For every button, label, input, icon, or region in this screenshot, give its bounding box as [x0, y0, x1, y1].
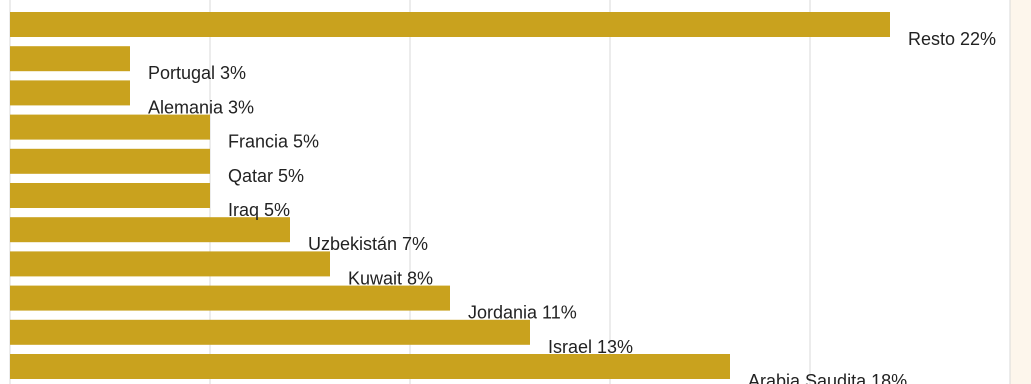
bar-iraq [10, 183, 210, 208]
bar-label: Kuwait 8% [348, 268, 433, 288]
chart-right-band [1010, 0, 1031, 384]
bar-label: Alemania 3% [148, 97, 254, 117]
bar-label: Arabia Saudita 18% [748, 371, 907, 384]
bar-labels: Resto 22% Portugal 3% Alemania 3% Francia 5… [148, 29, 996, 384]
bar-label: Israel 13% [548, 337, 633, 357]
bar-arabia-saudita [10, 354, 730, 379]
bars [10, 12, 890, 379]
bar-alemania [10, 80, 130, 106]
bar-label: Francia 5% [228, 132, 319, 152]
bar-label: Portugal 3% [148, 63, 246, 83]
bar-portugal [10, 46, 130, 72]
bar-label: Iraq 5% [228, 200, 290, 220]
bar-israel [10, 319, 530, 345]
bar-label: Uzbekistán 7% [308, 234, 428, 254]
bar-resto [10, 12, 890, 37]
bar-label: Jordania 11% [468, 303, 577, 323]
bar-uzbekistán [10, 217, 290, 243]
bar-jordania [10, 285, 450, 311]
bar-label: Qatar 5% [228, 166, 304, 186]
bar-francia [10, 114, 210, 140]
bar-label: Resto 22% [908, 29, 996, 49]
bar-kuwait [10, 251, 330, 277]
bar-qatar [10, 148, 210, 174]
